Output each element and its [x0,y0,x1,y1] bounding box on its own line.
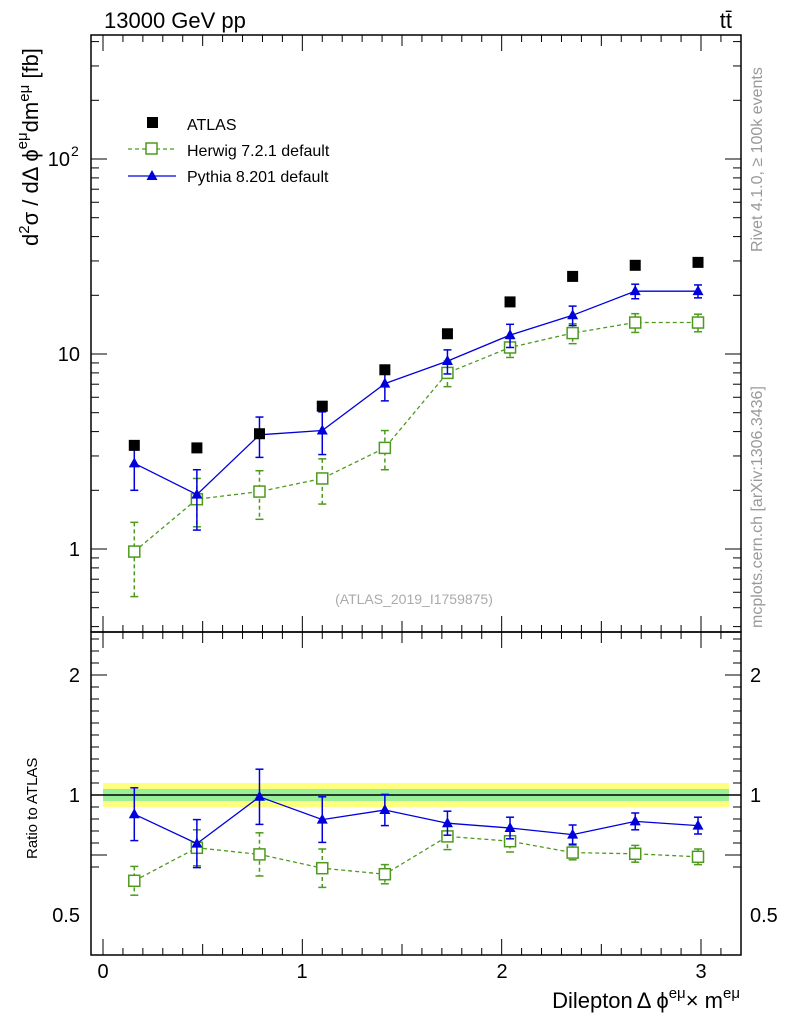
ratio-pythia-series [128,768,704,869]
xtick-3: 3 [695,961,706,983]
ratio-pythia-point [441,817,453,828]
ratio-series-group [128,768,705,896]
analysis-watermark: (ATLAS_2019_I1759875) [335,591,493,607]
ratio-herwig-point [128,874,141,888]
herwig-point [566,326,579,340]
ratio-axis-ticks [91,632,741,955]
mcplots-label: mcplots.cern.ch [arXiv:1306.3436] [749,386,766,628]
herwig-point [628,316,642,329]
atlas-point [128,439,140,451]
process-label: tt̄ [720,8,732,33]
legend-herwig-marker [145,142,158,155]
ratio-ytick-1: 1 [69,785,80,807]
ytick-label-100-exponent: 2 [71,143,79,159]
legend-pythia-marker [146,170,158,180]
herwig-point [128,545,141,558]
ratio-herwig-point [566,846,579,859]
legend-pythia-label: Pythia 8.201 default [187,169,329,186]
ratio-ytick-1-right: 1 [750,785,761,807]
herwig-line [133,321,698,553]
main-axis-ticks [91,35,741,632]
legend-atlas-marker [147,117,158,128]
atlas-point [441,328,453,340]
ratio-ytick-2: 2 [69,665,80,687]
herwig-point [691,316,705,329]
ytick-label-1: 1 [69,539,80,561]
herwig-series [128,312,705,598]
pythia-point [504,329,516,340]
atlas-point [379,364,391,376]
pythia-point [567,309,579,320]
atlas-point [567,270,579,282]
ratio-ytick-0.5-right: 0.5 [750,905,778,927]
herwig-point [378,441,392,455]
pythia-series [128,283,704,531]
atlas-point [191,442,203,454]
atlas-point [629,259,641,271]
ytick-label-100: 10 [48,149,70,171]
xtick-1: 1 [296,961,307,983]
pythia-line [134,290,698,496]
pythia-point [191,488,203,499]
ytick-label-10: 10 [58,344,80,366]
atlas-point [692,256,704,268]
ratio-uncertainty-bands [91,783,741,807]
ratio-pythia-point [379,804,391,814]
herwig-point [316,472,329,485]
herwig-point [253,485,266,498]
xtick-0: 0 [97,961,108,983]
ratio-pythia-point [567,828,579,839]
ratio-y-axis-label: Ratio to ATLAS [24,758,41,859]
legend-herwig-label: Herwig 7.2.1 default [187,143,330,160]
pythia-point [441,355,453,366]
ratio-frame [90,631,742,956]
ratio-pythia-point [253,790,265,801]
main-y-axis-label: d2σ / dΔ ϕeμdmeμ [fb] [14,48,43,246]
pythia-point [379,377,391,388]
pythia-point [128,457,140,468]
ratio-herwig-point [253,848,266,861]
atlas-point [504,296,516,308]
pythia-point [692,285,704,296]
rivet-label: Rivet 4.1.0, ≥ 100k events [749,67,766,252]
ratio-pythia-point [191,837,203,848]
atlas-point [316,400,328,412]
ratio-herwig-series [128,822,705,896]
ratio-herwig-point [691,850,705,864]
atlas-series [128,256,704,454]
ratio-ytick-2-right: 2 [750,665,761,687]
x-axis-label: Dilepton Δ ϕeμ× meμ [552,985,740,1013]
ratio-pythia-point [316,813,328,824]
pythia-point [629,285,641,296]
atlas-point [253,428,265,440]
collision-label: 13000 GeV pp [104,8,246,33]
pythia-point [316,424,328,435]
legend-atlas-label: ATLAS [187,117,237,134]
legend: ATLAS Herwig 7.2.1 default Pythia 8.201 … [128,117,330,186]
ratio-ytick-0.5: 0.5 [52,905,80,927]
ratio-herwig-point [378,867,392,881]
ratio-pythia-point [629,815,641,826]
xtick-2: 2 [496,961,507,983]
ratio-pythia-point [128,808,140,819]
ratio-herwig-point [316,861,329,875]
ratio-herwig-line [133,835,699,882]
ratio-pythia-point [504,822,516,832]
ratio-pythia-point [692,819,704,830]
ratio-pythia-line [134,796,699,845]
ratio-herwig-point [628,847,642,861]
